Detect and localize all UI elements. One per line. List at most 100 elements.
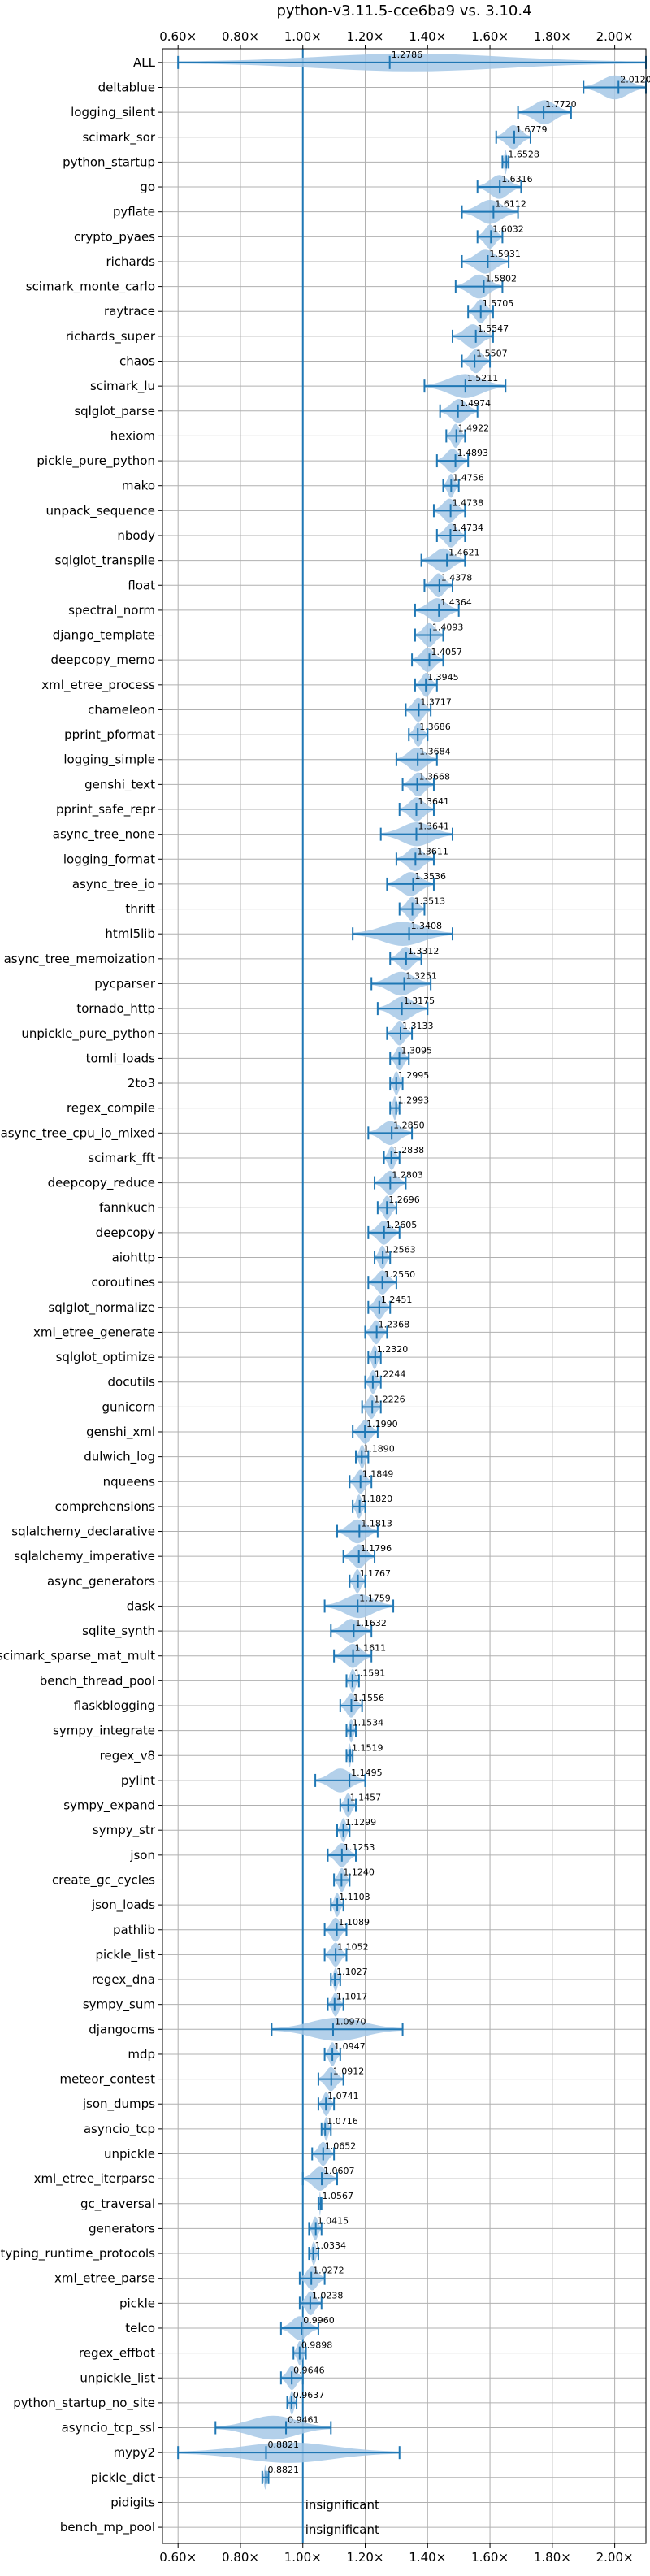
category-label: pickle_list — [95, 1947, 155, 1962]
value-label: 1.1253 — [344, 1842, 375, 1853]
category-label: richards — [106, 254, 155, 269]
violin-layer — [177, 49, 647, 2543]
x-tick-label-top: 1.60× — [471, 29, 509, 44]
value-label: 1.0912 — [333, 2066, 365, 2077]
value-label: 1.3095 — [401, 1045, 433, 1056]
value-label: 1.2696 — [388, 1195, 419, 1205]
value-label: 1.5931 — [489, 249, 521, 259]
x-tick-label-top: 0.60× — [159, 29, 197, 44]
value-label: 1.6112 — [495, 199, 526, 210]
category-label: logging_simple — [63, 752, 155, 768]
x-tick-label-top: 1.20× — [347, 29, 384, 44]
value-label: 1.2451 — [381, 1295, 413, 1305]
category-label: async_tree_memoization — [4, 952, 155, 967]
value-label: 1.5705 — [483, 298, 514, 309]
value-label: 1.0716 — [327, 2116, 358, 2127]
category-label: comprehensions — [55, 1499, 156, 1514]
category-label: unpickle — [104, 2147, 155, 2162]
value-label: 1.2368 — [379, 1319, 410, 1329]
value-label: 1.5507 — [476, 349, 508, 359]
value-label: 1.3686 — [419, 722, 451, 732]
category-label: nbody — [117, 528, 155, 543]
category-label: regex_effbot — [79, 2346, 155, 2361]
category-label: sympy_integrate — [53, 1724, 155, 1739]
x-tick-label-top: 1.80× — [534, 29, 571, 44]
category-label: djangocms — [89, 2022, 155, 2036]
category-label: sympy_sum — [83, 1997, 155, 2013]
category-label: mypy2 — [114, 2445, 155, 2460]
category-label: hexiom — [110, 428, 155, 443]
category-label: asyncio_tcp — [84, 2122, 155, 2137]
category-label: nqueens — [103, 1474, 155, 1489]
category-label: scimark_monte_carlo — [26, 280, 155, 295]
value-label: 1.2605 — [386, 1220, 418, 1230]
value-label: 1.3175 — [404, 995, 436, 1006]
category-label: sqlglot_optimize — [56, 1350, 155, 1365]
category-label: python_startup_no_site — [13, 2396, 155, 2411]
value-label: 1.1052 — [337, 1941, 369, 1952]
value-label: 1.3611 — [417, 846, 448, 856]
category-label: xml_etree_parse — [54, 2271, 155, 2287]
category-label: pyflate — [113, 205, 155, 219]
category-label: sqlalchemy_declarative — [11, 1524, 155, 1540]
category-label: ALL — [133, 55, 156, 70]
value-label: 1.4974 — [460, 398, 492, 409]
value-label: 1.1813 — [361, 1519, 392, 1529]
value-label: 1.3408 — [411, 921, 443, 931]
category-label: xml_etree_process — [41, 678, 155, 693]
value-label: 0.9960 — [303, 2315, 335, 2326]
insignificant-label: insignificant — [306, 2522, 379, 2537]
category-label: bench_mp_pool — [60, 2520, 155, 2535]
category-label: pickle — [119, 2296, 155, 2310]
category-label: sympy_expand — [63, 1798, 155, 1814]
category-label: regex_v8 — [100, 1748, 155, 1763]
category-label: xml_etree_generate — [33, 1325, 155, 1340]
value-label: 1.1027 — [336, 1967, 368, 1977]
category-label: crypto_pyaes — [74, 229, 155, 245]
category-label: regex_dna — [92, 1972, 155, 1988]
value-label: 1.1457 — [350, 1793, 382, 1803]
category-label: telco — [125, 2321, 155, 2335]
category-label: bench_thread_pool — [40, 1673, 155, 1689]
value-label: 1.2320 — [377, 1344, 409, 1355]
category-label: pycparser — [94, 976, 156, 991]
category-label: dulwich_log — [84, 1450, 155, 1465]
value-label: 1.4893 — [457, 448, 489, 458]
value-label: 1.1299 — [345, 1817, 377, 1828]
value-label: 0.8821 — [267, 2439, 299, 2450]
category-label: unpickle_pure_python — [21, 1026, 155, 1042]
category-label: pickle_pure_python — [37, 453, 155, 469]
x-tick-label-bottom: 1.00× — [284, 2550, 322, 2565]
category-label: flaskblogging — [74, 1698, 155, 1713]
category-label: scimark_fft — [88, 1151, 155, 1166]
category-label: typing_runtime_protocols — [0, 2246, 155, 2262]
value-label: 1.4756 — [453, 473, 484, 484]
category-label: chameleon — [88, 702, 155, 717]
value-label: 1.0741 — [327, 2091, 359, 2101]
value-label: 1.1890 — [363, 1444, 395, 1455]
value-label: 1.1990 — [366, 1419, 398, 1429]
value-label: 0.9461 — [288, 2415, 319, 2426]
category-label: meteor_contest — [59, 2072, 155, 2088]
category-label: thrift — [125, 902, 155, 917]
category-label: async_tree_io — [72, 877, 155, 892]
category-label: float — [128, 578, 155, 592]
category-label: deepcopy_memo — [51, 653, 155, 668]
value-label: 1.7720 — [545, 99, 577, 110]
value-label: 1.2850 — [393, 1120, 424, 1130]
value-label: 1.3513 — [414, 896, 446, 907]
category-label: gc_traversal — [80, 2197, 155, 2212]
category-label: unpickle_list — [80, 2370, 155, 2386]
value-label: 1.1240 — [343, 1867, 375, 1877]
x-tick-label-bottom: 0.60× — [159, 2550, 197, 2565]
category-label: pickle_dict — [91, 2470, 155, 2486]
category-label: fannkuch — [99, 1200, 155, 1215]
category-label: deepcopy_reduce — [48, 1176, 155, 1191]
category-label: django_template — [53, 628, 155, 644]
x-tick-label-bottom: 1.80× — [534, 2550, 571, 2565]
value-label: 1.1556 — [353, 1693, 384, 1703]
value-label: 1.0652 — [325, 2141, 357, 2152]
category-label: mako — [122, 479, 155, 493]
x-axis: 0.60× 0.60× 0.80× 0.80× 1.00× 1.00× 1.20× 1.20×… — [158, 29, 634, 2565]
